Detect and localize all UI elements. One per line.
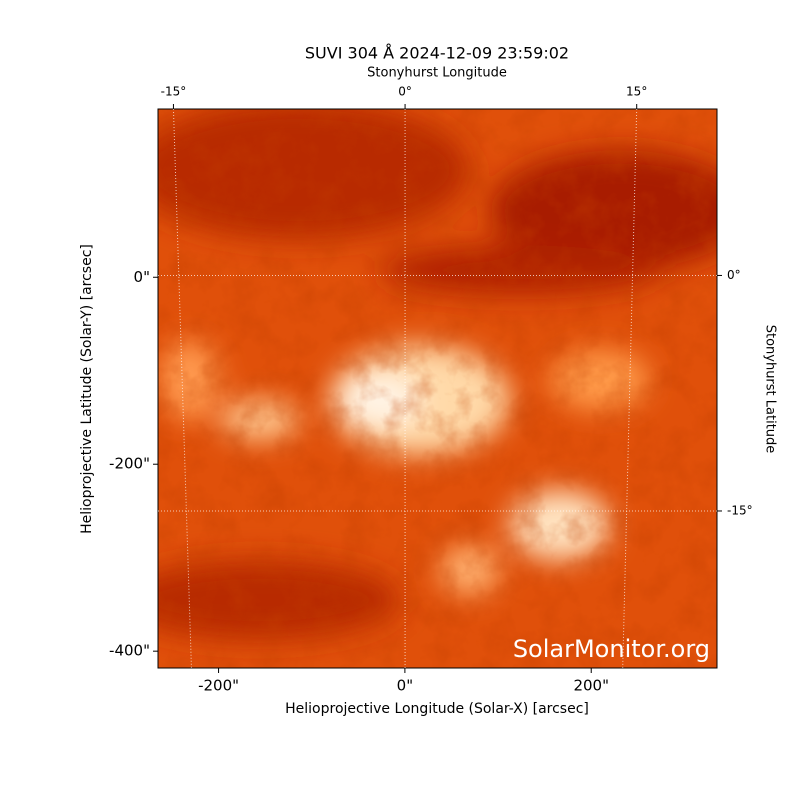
solar-image <box>158 109 717 668</box>
y2-tick-label: -15° <box>727 503 753 517</box>
grid-line <box>172 108 192 669</box>
x-tick-label: 200" <box>573 677 609 695</box>
x2-tick-label: -15° <box>161 85 187 99</box>
y2-axis-label: Stonyhurst Latitude <box>763 325 778 454</box>
x2-tick-label: 0° <box>398 85 412 99</box>
y-tick-label: -400" <box>109 642 150 660</box>
x-axis-label: Helioprojective Longitude (Solar-X) [arc… <box>285 701 589 717</box>
x-tick-label: -200" <box>198 677 239 695</box>
grid-line <box>622 108 638 669</box>
y-tick-label: 0" <box>134 268 150 286</box>
axes-frame <box>157 108 718 669</box>
x-tick-label: 0" <box>397 677 413 695</box>
x2-axis-label: Stonyhurst Longitude <box>367 66 507 81</box>
y2-tick-label: 0° <box>727 268 741 282</box>
y-tick-label: -200" <box>109 455 150 473</box>
chart-title: SUVI 304 Å 2024-12-09 23:59:02 <box>305 44 569 63</box>
watermark: SolarMonitor.org <box>513 635 710 663</box>
x2-tick-label: 15° <box>626 85 647 99</box>
y-axis-label: Helioprojective Latitude (Solar-Y) [arcs… <box>79 244 95 534</box>
